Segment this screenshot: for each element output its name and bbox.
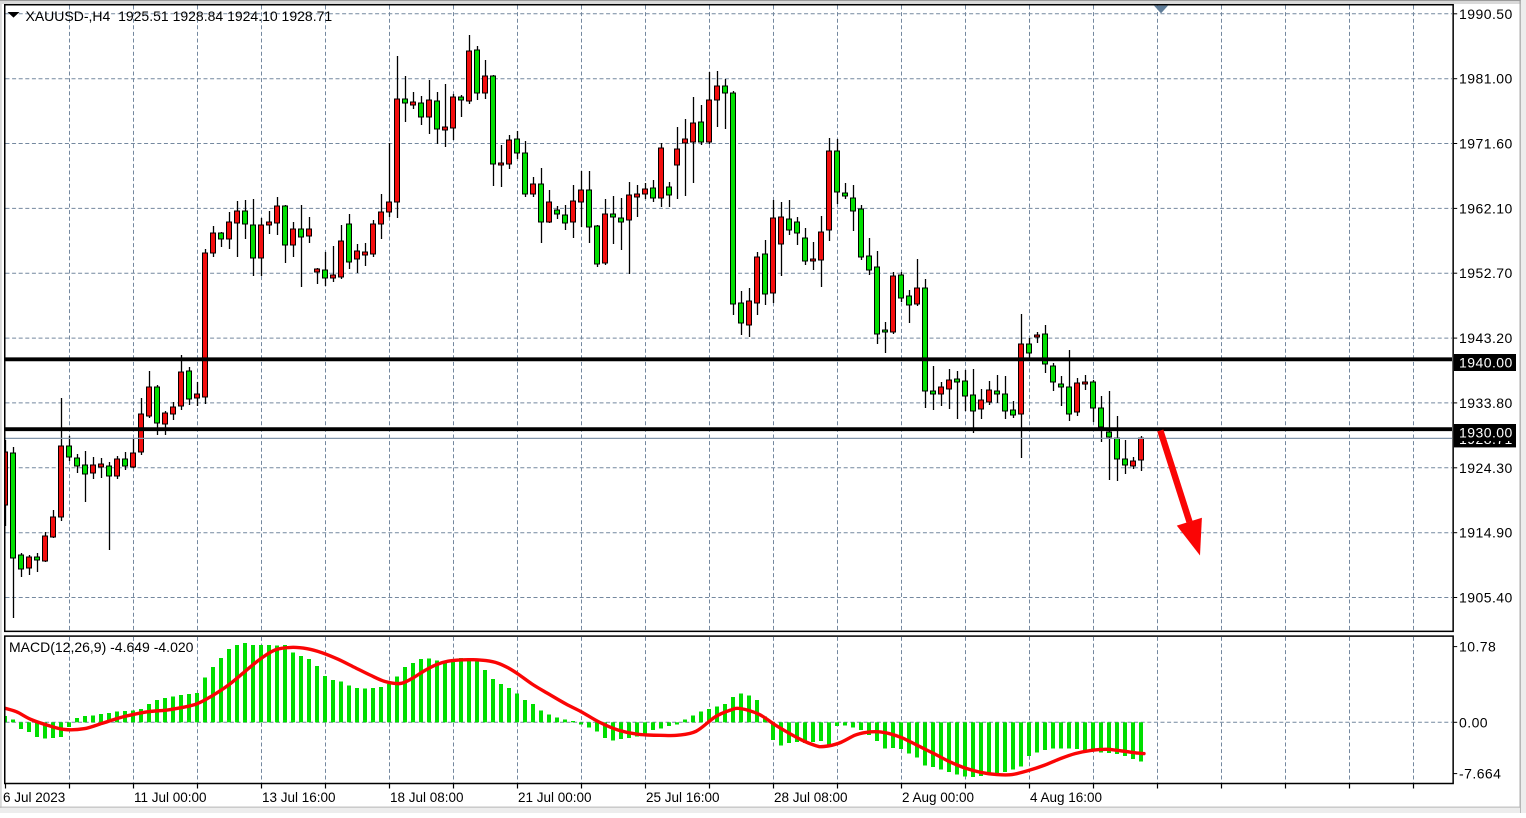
svg-text:1940.00: 1940.00 bbox=[1459, 355, 1513, 371]
svg-text:18 Jul 08:00: 18 Jul 08:00 bbox=[390, 790, 464, 805]
svg-text:13 Jul 16:00: 13 Jul 16:00 bbox=[262, 790, 336, 805]
svg-text:XAUUSD-,H4 1925.51 1928.84 19: XAUUSD-,H4 1925.51 1928.84 1924.10 1928.… bbox=[26, 8, 333, 24]
svg-text:1943.20: 1943.20 bbox=[1459, 330, 1513, 346]
svg-text:0.00: 0.00 bbox=[1459, 714, 1488, 730]
svg-text:1971.60: 1971.60 bbox=[1459, 136, 1513, 152]
svg-text:1952.70: 1952.70 bbox=[1459, 265, 1513, 281]
svg-text:2 Aug 00:00: 2 Aug 00:00 bbox=[902, 790, 974, 805]
svg-text:1924.30: 1924.30 bbox=[1459, 460, 1513, 476]
svg-text:10.78: 10.78 bbox=[1459, 639, 1496, 655]
svg-text:MACD(12,26,9) -4.649 -4.020: MACD(12,26,9) -4.649 -4.020 bbox=[9, 639, 194, 655]
svg-text:1990.50: 1990.50 bbox=[1459, 6, 1513, 22]
svg-text:4 Aug 16:00: 4 Aug 16:00 bbox=[1030, 790, 1102, 805]
svg-text:6 Jul 2023: 6 Jul 2023 bbox=[3, 790, 65, 805]
svg-text:1962.10: 1962.10 bbox=[1459, 200, 1513, 216]
svg-text:1933.80: 1933.80 bbox=[1459, 395, 1513, 411]
svg-text:25 Jul 16:00: 25 Jul 16:00 bbox=[646, 790, 720, 805]
svg-text:1981.00: 1981.00 bbox=[1459, 71, 1513, 87]
svg-text:1905.40: 1905.40 bbox=[1459, 590, 1513, 606]
svg-text:21 Jul 00:00: 21 Jul 00:00 bbox=[518, 790, 592, 805]
svg-text:1914.90: 1914.90 bbox=[1459, 525, 1513, 541]
svg-text:-7.664: -7.664 bbox=[1459, 766, 1501, 782]
svg-text:11 Jul 00:00: 11 Jul 00:00 bbox=[134, 790, 207, 805]
svg-text:1930.00: 1930.00 bbox=[1459, 425, 1513, 441]
svg-text:28 Jul 08:00: 28 Jul 08:00 bbox=[774, 790, 848, 805]
